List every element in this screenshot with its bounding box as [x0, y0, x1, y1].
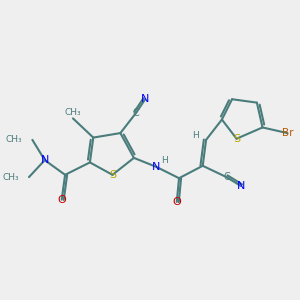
Text: N: N: [40, 155, 49, 165]
Text: N: N: [141, 94, 149, 104]
Text: S: S: [109, 170, 116, 180]
Text: H: H: [161, 156, 168, 165]
Text: CH₃: CH₃: [2, 172, 19, 182]
Text: C: C: [133, 108, 140, 118]
Text: S: S: [233, 134, 240, 144]
Text: H: H: [193, 131, 199, 140]
Text: N: N: [152, 162, 161, 172]
Text: CH₃: CH₃: [6, 135, 22, 144]
Text: Br: Br: [282, 128, 293, 138]
Text: N: N: [237, 181, 245, 191]
Text: CH₃: CH₃: [65, 108, 81, 117]
Text: C: C: [223, 172, 230, 182]
Text: O: O: [172, 197, 181, 207]
Text: O: O: [57, 195, 66, 205]
